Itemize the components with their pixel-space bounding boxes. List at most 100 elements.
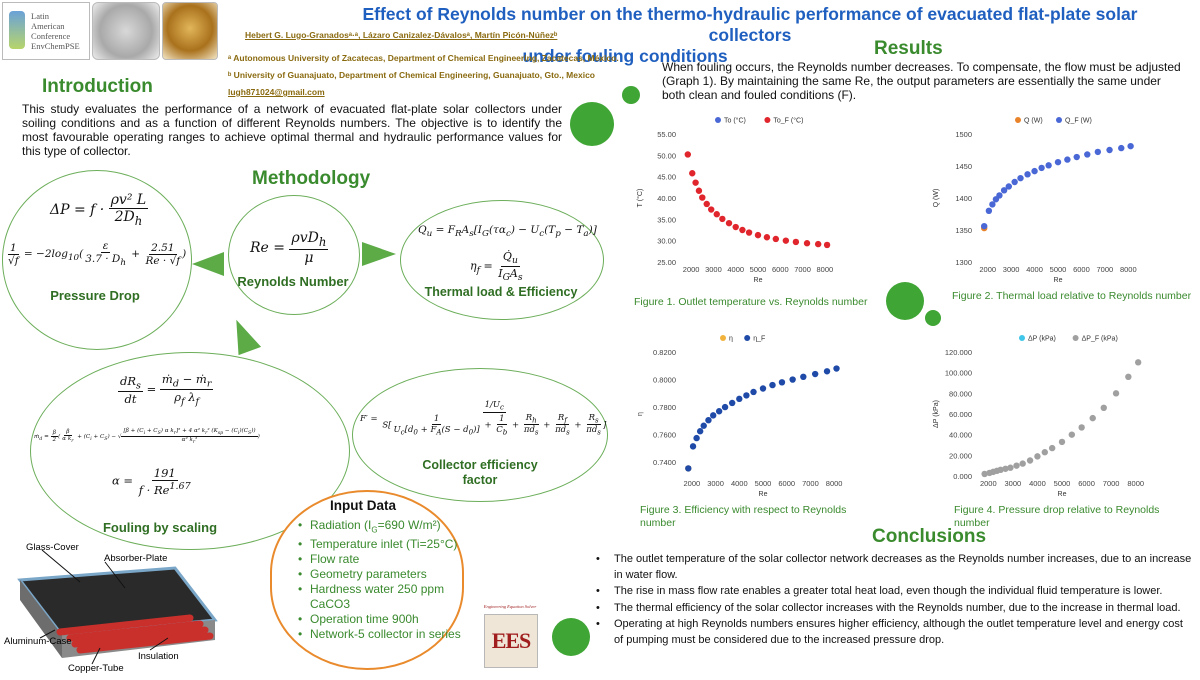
data-point bbox=[778, 379, 786, 386]
y-tick-label: 40.000 bbox=[949, 431, 972, 440]
data-point bbox=[699, 194, 706, 201]
data-point bbox=[1078, 424, 1085, 431]
input-data-list: Radiation (IG=690 W/m²) Temperature inle… bbox=[296, 518, 480, 642]
legend-marker bbox=[1072, 335, 1079, 341]
x-tick-label: 5000 bbox=[1050, 265, 1067, 274]
y-tick-label: 30.00 bbox=[657, 237, 676, 246]
data-point bbox=[710, 412, 717, 419]
data-point bbox=[1125, 373, 1132, 380]
data-point bbox=[985, 207, 993, 214]
x-tick-label: 3000 bbox=[705, 265, 722, 274]
legend-label: η bbox=[729, 336, 733, 343]
decorative-dot bbox=[622, 86, 640, 104]
conclusions-heading: Conclusions bbox=[872, 526, 987, 547]
y-tick-label: 80.000 bbox=[949, 389, 972, 398]
laec-line: Latin bbox=[31, 11, 49, 21]
pressure-drop-circle bbox=[2, 170, 192, 350]
ees-logo: Engineering Equation Solver EES bbox=[478, 604, 542, 668]
x-tick-label: 4000 bbox=[727, 265, 744, 274]
y-axis-title: ΔP (kPa) bbox=[933, 400, 940, 428]
data-point bbox=[814, 240, 822, 248]
input-item: Geometry parameters bbox=[298, 567, 480, 582]
data-point bbox=[823, 368, 831, 375]
data-point bbox=[1089, 414, 1096, 422]
y-tick-label: 45.00 bbox=[657, 173, 676, 182]
data-point bbox=[1112, 390, 1120, 397]
x-tick-label: 2000 bbox=[684, 479, 701, 488]
x-axis-title: Re bbox=[759, 491, 768, 498]
x-tick-label: 7000 bbox=[1097, 265, 1114, 274]
legend-label: ΔP (kPa) bbox=[1028, 336, 1056, 343]
reynolds-equation: Re = ρvDh μ bbox=[250, 230, 329, 266]
x-axis-title: Re bbox=[1058, 491, 1067, 498]
data-point bbox=[1134, 359, 1142, 366]
input-item: Network-5 collector in series bbox=[298, 627, 480, 642]
y-tick-label: 40.00 bbox=[657, 194, 676, 203]
data-point bbox=[1002, 465, 1009, 472]
data-point bbox=[745, 229, 753, 236]
chart-fig2: 1300 1350 1400 1450 1500 2000 3000 4000 5000 6000… bbox=[928, 112, 1150, 288]
data-point bbox=[1045, 162, 1052, 169]
x-axis-title: Re bbox=[754, 277, 763, 284]
conclusion-item: The rise in mass flow rate enables a gre… bbox=[594, 584, 1194, 600]
reynolds-circle bbox=[228, 195, 360, 315]
ees-logo-caption: Engineering Equation Solver bbox=[483, 604, 537, 609]
x-tick-label: 6000 bbox=[1078, 479, 1095, 488]
data-point bbox=[721, 403, 729, 411]
data-point bbox=[750, 388, 757, 396]
laec-line: American bbox=[31, 21, 65, 31]
data-point bbox=[1054, 158, 1062, 166]
y-tick-label: 0.8200 bbox=[653, 348, 676, 357]
x-tick-label: 7000 bbox=[794, 265, 811, 274]
chart-fig3: 0.7400 0.7600 0.7800 0.8000 0.8200 2000 3000 40… bbox=[632, 330, 856, 502]
y-tick-label: 0.7600 bbox=[653, 431, 676, 440]
data-point bbox=[782, 237, 790, 244]
data-point bbox=[684, 151, 691, 158]
decorative-dot bbox=[886, 282, 924, 320]
conclusion-item: The thermal efficiency of the solar coll… bbox=[594, 601, 1194, 617]
data-point bbox=[689, 170, 696, 177]
results-text: When fouling occurs, the Reynolds number… bbox=[662, 60, 1181, 102]
efficiency-equation: ηf = Q̇u IGAs bbox=[470, 250, 523, 284]
legend-label: Q_F (W) bbox=[1065, 118, 1092, 125]
data-point bbox=[689, 443, 697, 450]
data-point bbox=[803, 240, 811, 247]
data-point bbox=[800, 373, 807, 380]
x-tick-label: 5000 bbox=[755, 479, 772, 488]
arrow-reynolds-to-pressure bbox=[192, 252, 224, 276]
data-point bbox=[1106, 146, 1113, 154]
x-tick-label: 8000 bbox=[1127, 479, 1144, 488]
legend-label: η_F bbox=[753, 336, 765, 343]
legend-marker bbox=[764, 117, 771, 123]
laec-logo: Latin American Conference EnvChemPSE bbox=[2, 2, 90, 60]
chart-fig1: 25.00 30.00 35.00 40.00 45.00 50.00 55.00 2000 3… bbox=[632, 112, 846, 288]
data-point bbox=[772, 235, 780, 243]
fouling-label: Fouling by scaling bbox=[102, 520, 218, 535]
university-seal-logo bbox=[92, 2, 160, 60]
x-tick-label: 8000 bbox=[826, 479, 843, 488]
data-point bbox=[1011, 178, 1018, 186]
collector-diagram: Glass-Cover Absorber-Plate Aluminum-Case… bbox=[0, 540, 270, 675]
y-tick-label: 50.00 bbox=[657, 151, 676, 160]
efficiency-factor-label: Collector efficiency factor bbox=[400, 458, 560, 488]
x-tick-label: 6000 bbox=[772, 265, 789, 274]
data-point bbox=[997, 466, 1004, 473]
data-point bbox=[732, 223, 739, 231]
y-tick-label: 1400 bbox=[955, 194, 972, 203]
heat-load-equation: Qu = FRAs[IG(ταc) − Uc(Tp − Ta)] bbox=[418, 224, 597, 240]
legend-marker bbox=[1056, 117, 1062, 123]
x-tick-label: 3000 bbox=[1005, 479, 1022, 488]
efficiency-factor-circle bbox=[352, 368, 608, 502]
introduction-heading: Introduction bbox=[42, 76, 153, 97]
legend-label: To_F (°C) bbox=[773, 117, 803, 125]
affiliation-a: ᵃ Autonomous University of Zacatecas, De… bbox=[228, 53, 619, 63]
deposition-equation: ṁd = β 2(β α kr + (Ci + CS) − √ [β + (Ci + … bbox=[34, 428, 260, 446]
data-point bbox=[743, 392, 750, 399]
collector-label-tube: Copper-Tube bbox=[68, 663, 124, 674]
input-item: Operation time 900h bbox=[298, 612, 480, 627]
input-item: Temperature inlet (Ti=25°C) bbox=[298, 537, 480, 552]
introduction-text: This study evaluates the performance of … bbox=[22, 102, 562, 158]
efficiency-factor-equation: F′ = 1/Uc S[1 Uc[d0 + FA(S − d0)] + 1 Cb + … bbox=[360, 400, 607, 438]
data-point bbox=[1068, 431, 1076, 438]
data-point bbox=[1041, 449, 1048, 456]
